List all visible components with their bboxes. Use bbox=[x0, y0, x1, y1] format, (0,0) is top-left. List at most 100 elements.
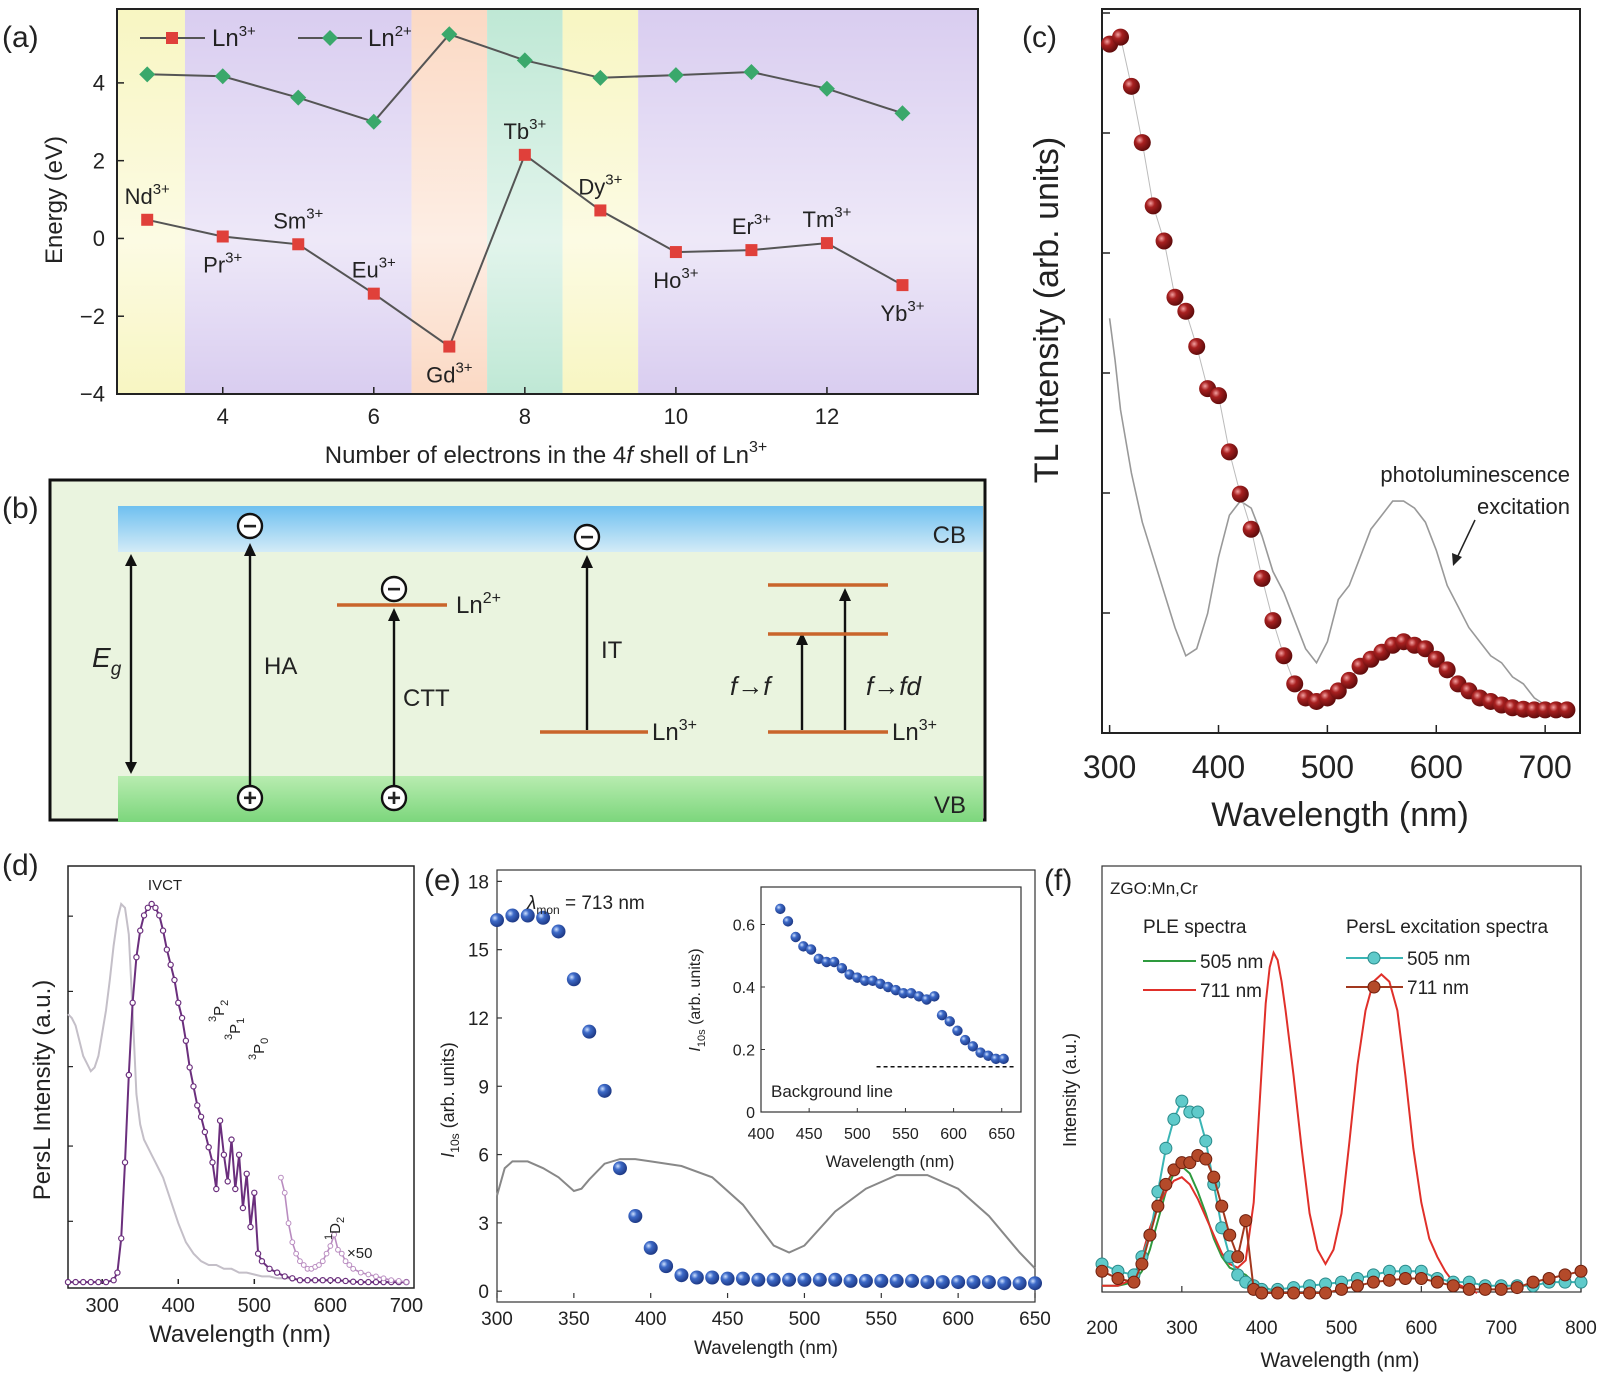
tl-point bbox=[1242, 520, 1260, 538]
x-tick-label: 300 bbox=[86, 1295, 119, 1317]
x50-point bbox=[319, 1258, 326, 1265]
tl-point bbox=[1220, 443, 1238, 461]
tl-point bbox=[1340, 671, 1358, 689]
ln3-point bbox=[745, 244, 758, 257]
ivct-point bbox=[304, 1276, 311, 1284]
ffd-arrowhead bbox=[839, 588, 851, 601]
e-point bbox=[582, 1024, 597, 1039]
f-series-3-point bbox=[1558, 1268, 1572, 1282]
tl-point bbox=[1166, 288, 1184, 306]
inset-point bbox=[990, 1053, 1002, 1065]
tl-point bbox=[1188, 337, 1206, 355]
ln3-point bbox=[216, 230, 229, 243]
x50-point bbox=[323, 1250, 330, 1257]
f-series-3-point bbox=[1430, 1275, 1444, 1289]
f-series-3-point bbox=[1151, 1199, 1165, 1213]
it-arrowhead bbox=[581, 555, 593, 568]
e-point bbox=[782, 1272, 797, 1287]
y-tick-label: 0 bbox=[93, 226, 105, 251]
e-point bbox=[797, 1272, 812, 1287]
e-point bbox=[705, 1270, 720, 1285]
panel-d-series bbox=[64, 900, 410, 1286]
e-point bbox=[720, 1271, 735, 1286]
e-point bbox=[735, 1271, 750, 1286]
y-tick-label: 12 bbox=[468, 1009, 489, 1030]
ivct-point bbox=[110, 1276, 117, 1284]
minus-ctt: − bbox=[387, 576, 401, 603]
ivct-point bbox=[178, 1014, 186, 1022]
point-label-sm: Sm3+ bbox=[273, 205, 323, 233]
ivct-point bbox=[152, 904, 159, 912]
inset-y-tick-label: 0.4 bbox=[733, 980, 755, 997]
panel-c-xlabel: Wavelength (nm) bbox=[1211, 796, 1469, 834]
panel-f-label: (f) bbox=[1044, 864, 1072, 897]
ivct-point bbox=[140, 912, 148, 919]
term-3p0: 3P0 bbox=[247, 1038, 271, 1060]
x-tick-label: 650 bbox=[1019, 1309, 1051, 1330]
f-series-3-point bbox=[1542, 1272, 1556, 1286]
f-series-3-point bbox=[1223, 1228, 1237, 1242]
x-tick-label: 300 bbox=[1166, 1318, 1198, 1339]
inset-point bbox=[836, 963, 848, 974]
x-tick-label: 550 bbox=[865, 1309, 897, 1330]
e-point bbox=[751, 1272, 766, 1287]
ivct-point bbox=[148, 900, 155, 908]
f-series-3-point bbox=[1167, 1163, 1181, 1177]
ln2-point bbox=[290, 89, 307, 106]
ivct-point bbox=[247, 1223, 254, 1231]
tl-point bbox=[1286, 675, 1304, 693]
panel-e-ylabel: I10s (arb. units) bbox=[438, 1042, 462, 1157]
inset-point bbox=[959, 1034, 971, 1046]
ln3-point bbox=[292, 238, 305, 251]
ln2-point bbox=[743, 64, 760, 80]
pl-annotation-line1: photoluminescence bbox=[1380, 462, 1570, 487]
term-3p1: 3P1 bbox=[223, 1018, 247, 1040]
f-series-2-point bbox=[1159, 1141, 1173, 1155]
ivct-point bbox=[235, 1151, 243, 1159]
panel-c-ylabel: TL Intensity (arb. units) bbox=[1028, 137, 1066, 483]
ivct-point bbox=[365, 1278, 372, 1286]
f-series-3-point bbox=[1510, 1281, 1524, 1295]
inset-y-tick-label: 0.2 bbox=[733, 1043, 755, 1060]
x-tick-label: 10 bbox=[664, 404, 688, 429]
x50-point bbox=[289, 1239, 296, 1246]
y-tick-label: −4 bbox=[80, 382, 105, 407]
ivct-point bbox=[224, 1178, 231, 1185]
ivct-point bbox=[243, 1170, 250, 1178]
panel-b-label: (b) bbox=[2, 492, 39, 525]
x50-point bbox=[327, 1243, 334, 1249]
x50-point bbox=[373, 1273, 379, 1280]
x-tick-label: 6 bbox=[368, 404, 380, 429]
inset-point bbox=[952, 1025, 963, 1036]
electron-it bbox=[573, 523, 601, 551]
cb-label: CB bbox=[933, 522, 966, 549]
e-point bbox=[551, 924, 566, 939]
panel-c-label: (c) bbox=[1022, 21, 1057, 54]
f-series-3-point bbox=[1199, 1152, 1213, 1166]
ivct-point bbox=[194, 1102, 201, 1109]
tl-point bbox=[1133, 134, 1151, 152]
x-tick-label: 12 bbox=[815, 404, 839, 429]
ivct-point bbox=[349, 1278, 357, 1285]
ivct-point bbox=[175, 999, 182, 1007]
x-tick-label: 500 bbox=[789, 1309, 821, 1330]
ivct-point bbox=[129, 999, 136, 1007]
ivct-point bbox=[167, 961, 174, 969]
e-point bbox=[828, 1272, 843, 1287]
tl-guide-line bbox=[1109, 36, 1567, 711]
eg-arrowhead-up bbox=[125, 554, 137, 566]
x-tick-label: 600 bbox=[942, 1309, 974, 1330]
f-series-2-point bbox=[1175, 1094, 1189, 1108]
pl-annotation-arrowhead bbox=[1452, 553, 1462, 566]
f-series-3-point bbox=[1143, 1228, 1157, 1242]
x50-point bbox=[357, 1269, 364, 1276]
x50-point bbox=[388, 1277, 395, 1284]
e-point bbox=[566, 972, 581, 987]
e-point bbox=[1028, 1276, 1042, 1291]
e-point bbox=[490, 913, 504, 928]
ff-arrowhead bbox=[796, 632, 808, 645]
ivct-point bbox=[163, 946, 171, 953]
ivct-point bbox=[220, 1151, 228, 1159]
f-series-1-line bbox=[1102, 950, 1478, 1294]
lambda-mon-label: λmon = 713 nm bbox=[526, 893, 645, 917]
